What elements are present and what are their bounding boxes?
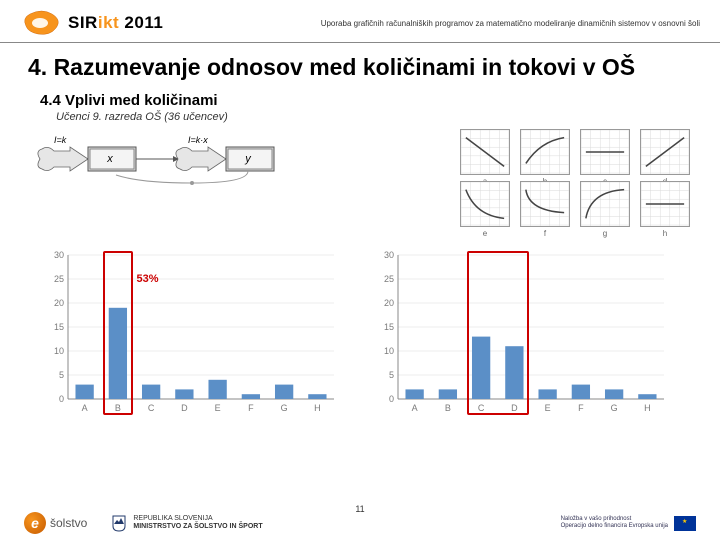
slide-title: 4. Razumevanje odnosov med količinami in…: [0, 43, 720, 88]
mini-chart-c: c: [580, 129, 630, 175]
bar-charts-row: 0 5 10 15 20 25 30 A B C D E F G H 53% 0 5 10 15 20 25 30 A B C D…: [0, 227, 720, 419]
svg-text:15: 15: [54, 322, 64, 332]
svg-text:5: 5: [59, 370, 64, 380]
svg-text:0: 0: [389, 394, 394, 404]
crest-icon: [111, 514, 127, 532]
svg-text:10: 10: [384, 346, 394, 356]
svg-text:G: G: [281, 403, 288, 413]
logo-swirl-icon: [20, 8, 62, 38]
sample-note: Učenci 9. razreda OŠ (36 učencev): [0, 109, 720, 129]
svg-text:20: 20: [54, 298, 64, 308]
flow-diagram: I=k x I=k·x y: [30, 129, 300, 189]
svg-text:B: B: [115, 403, 121, 413]
mini-chart-b: b: [520, 129, 570, 175]
svg-text:E: E: [215, 403, 221, 413]
section-subtitle: 4.4 Vplivi med količinami: [0, 88, 720, 109]
svg-text:A: A: [412, 403, 418, 413]
percent-label: 53%: [137, 273, 159, 285]
svg-text:H: H: [314, 403, 321, 413]
slide-footer: e šolstvo REPUBLIKA SLOVENIJA MINISTRSTV…: [0, 512, 720, 534]
header-subtitle: Uporaba grafičnih računalniških programo…: [321, 19, 700, 28]
svg-text:20: 20: [384, 298, 394, 308]
svg-text:C: C: [478, 403, 485, 413]
svg-text:B: B: [445, 403, 451, 413]
diagrams-row: I=k x I=k·x y abcd efgh: [0, 129, 720, 227]
mini-chart-g: g: [580, 181, 630, 227]
svg-text:C: C: [148, 403, 155, 413]
mini-chart-f: f: [520, 181, 570, 227]
svg-text:D: D: [181, 403, 188, 413]
svg-text:25: 25: [384, 274, 394, 284]
svg-text:30: 30: [54, 250, 64, 260]
svg-text:0: 0: [59, 394, 64, 404]
slide-header: SIRikt 2011 Uporaba grafičnih računalniš…: [0, 0, 720, 43]
svg-text:E: E: [545, 403, 551, 413]
flow-label-left: I=k: [54, 135, 67, 145]
mini-chart-e: e: [460, 181, 510, 227]
bar-chart-left: 0 5 10 15 20 25 30 A B C D E F G H 53%: [40, 249, 340, 419]
bar-chart-right: 0 5 10 15 20 25 30 A B C D E F G H: [370, 249, 670, 419]
mini-chart-h: h: [640, 181, 690, 227]
page-number: 11: [355, 504, 364, 514]
svg-text:F: F: [578, 403, 584, 413]
svg-text:A: A: [82, 403, 88, 413]
svg-text:5: 5: [389, 370, 394, 380]
svg-text:25: 25: [54, 274, 64, 284]
ministry-block: REPUBLIKA SLOVENIJA MINISTRSTVO ZA ŠOLST…: [111, 514, 262, 532]
eu-flag-icon: [674, 516, 696, 531]
flow-label-right: I=k·x: [188, 135, 208, 145]
mini-chart-grid: abcd efgh: [460, 129, 690, 227]
flow-box-left: x: [106, 153, 113, 165]
svg-text:30: 30: [384, 250, 394, 260]
solstvo-logo: e šolstvo: [24, 512, 87, 534]
mini-chart-d: d: [640, 129, 690, 175]
svg-text:F: F: [248, 403, 254, 413]
logo: SIRikt 2011: [20, 8, 163, 38]
logo-text: SIRikt 2011: [68, 13, 163, 33]
mini-chart-a: a: [460, 129, 510, 175]
eu-block: Naložba v vašo prihodnost Operacijo deln…: [561, 516, 696, 531]
svg-text:10: 10: [54, 346, 64, 356]
e-icon: e: [24, 512, 46, 534]
svg-text:G: G: [611, 403, 618, 413]
svg-text:15: 15: [384, 322, 394, 332]
svg-text:D: D: [511, 403, 518, 413]
svg-text:H: H: [644, 403, 651, 413]
